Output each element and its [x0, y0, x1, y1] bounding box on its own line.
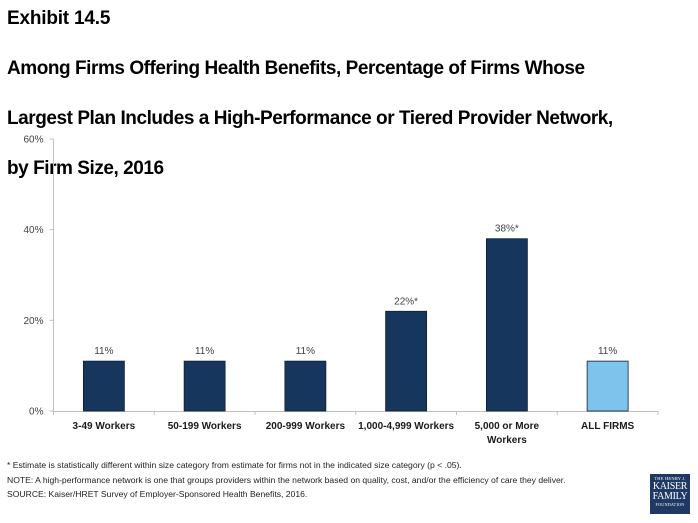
data-label: 11%: [296, 346, 315, 357]
category-label: 200-999 Workers: [266, 421, 346, 432]
footnote: * Estimate is statistically different wi…: [7, 460, 462, 470]
y-tick-label: 60%: [23, 135, 43, 146]
bar: [586, 360, 629, 412]
note: NOTE: A high-performance network is one …: [7, 475, 566, 485]
data-label: 11%: [94, 346, 113, 357]
bar: [82, 360, 125, 412]
x-axis: [53, 411, 659, 415]
logo-line: KAISER: [652, 481, 688, 492]
y-tick-label: 20%: [23, 316, 43, 327]
source: SOURCE: Kaiser/HRET Survey of Employer-S…: [7, 489, 308, 499]
logo-line: THE HENRY J.: [654, 476, 686, 481]
category-label: 1,000-4,999 Workers: [358, 421, 454, 432]
data-label: 22%*: [394, 296, 418, 307]
y-tick-label: 40%: [23, 225, 43, 236]
title-block: Exhibit 14.5 Among Firms Offering Health…: [7, 6, 697, 206]
bar: [183, 360, 226, 412]
bar-chart: 0% 20% 40% 60% 11% 11% 11% 22%* 38%* 11% 3-49 Wo…: [23, 135, 659, 446]
data-labels: 11% 11% 11% 22%* 38%* 11%: [94, 224, 617, 357]
data-label: 11%: [195, 346, 214, 357]
data-label: 11%: [598, 346, 617, 357]
category-labels: 3-49 Workers 50-199 Workers 200-999 Worker…: [73, 421, 635, 446]
logo-line: FOUNDATION: [655, 502, 685, 507]
bar: [284, 360, 327, 412]
exhibit-number: Exhibit 14.5: [7, 8, 111, 29]
chart-title-line: Among Firms Offering Health Benefits, Pe…: [7, 58, 585, 79]
y-axis: 0% 20% 40% 60%: [23, 135, 54, 418]
y-tick-label: 0%: [29, 407, 44, 418]
category-label: Workers: [487, 435, 527, 446]
bars: [82, 238, 629, 412]
chart-title-line: Largest Plan Includes a High-Performance…: [7, 108, 613, 129]
footer-notes: * Estimate is statistically different wi…: [7, 460, 617, 504]
category-label: 50-199 Workers: [168, 421, 242, 432]
chart-title: Among Firms Offering Health Benefits, Pe…: [7, 31, 697, 206]
category-label: ALL FIRMS: [581, 421, 634, 432]
bar: [485, 238, 528, 412]
category-label: 5,000 or More: [475, 421, 540, 432]
category-label: 3-49 Workers: [73, 421, 136, 432]
data-label: 38%*: [495, 224, 519, 235]
kff-logo: THE HENRY J. KAISER FAMILY FOUNDATION: [650, 474, 690, 514]
bar: [385, 310, 428, 412]
logo-line: FAMILY: [652, 491, 688, 502]
